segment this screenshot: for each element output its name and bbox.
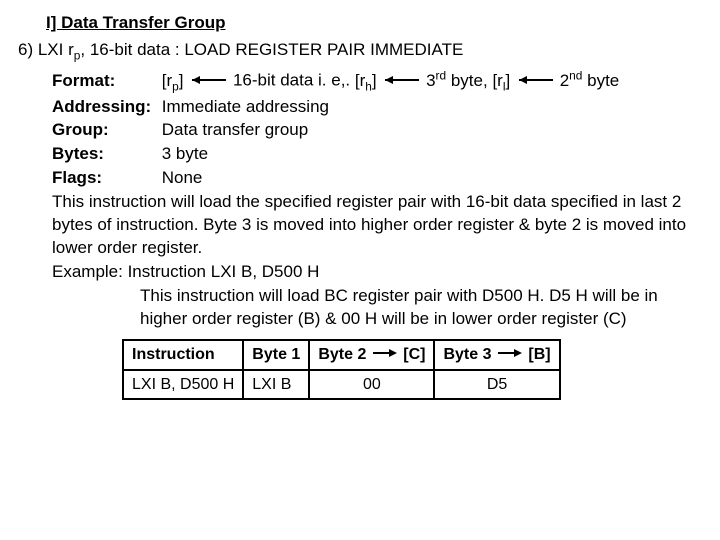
col-instruction: Instruction [123,340,243,370]
addressing-value: Immediate addressing [162,97,329,116]
seg5b: ] [505,71,510,90]
seg5a: [r [492,71,502,90]
seg1sub: p [172,79,179,93]
bytes-value: 3 byte [162,144,208,163]
example-lead: Example: Instruction LXI B, D500 H [52,261,702,284]
seg4a: 3 [426,71,435,90]
seg4sup: rd [436,68,447,82]
section-heading: I] Data Transfer Group [46,12,702,35]
addressing-label: Addressing: [52,96,157,119]
flags-row: Flags: None [52,167,702,190]
arrow-left-icon [381,70,421,93]
format-seg1: [rp] [162,71,184,90]
cell-byte2: 00 [309,370,434,400]
seg4b: byte, [446,71,492,90]
format-seg2: 16-bit data i. e,. [233,71,355,90]
table-row: LXI B, D500 H LXI B 00 D5 [123,370,560,400]
format-row: Format: [rp] 16-bit data i. e,. [rh] 3rd… [52,67,702,94]
arrow-left-icon [515,70,555,93]
seg3b: ] [372,71,377,90]
seg3a: [r [355,71,365,90]
seg3sub: h [365,79,372,93]
format-seg3: [rh] [355,71,377,90]
bytes-label: Bytes: [52,143,157,166]
seg6a: 2 [560,71,569,90]
table-header-row: Instruction Byte 1 Byte 2 [C] Byte 3 [B] [123,340,560,370]
col-byte3-target: [B] [528,346,550,363]
col-byte1: Byte 1 [243,340,309,370]
description-block: Format: [rp] 16-bit data i. e,. [rh] 3rd… [52,67,702,400]
arrow-right-icon [371,344,399,366]
group-label: Group: [52,119,157,142]
instruction-title: 6) LXI rp, 16-bit data : LOAD REGISTER P… [18,39,702,63]
col-byte3: Byte 3 [B] [434,340,559,370]
cell-byte1: LXI B [243,370,309,400]
description-paragraph: This instruction will load the specified… [52,191,702,260]
col-byte2: Byte 2 [C] [309,340,434,370]
seg6sup: nd [569,68,582,82]
group-value: Data transfer group [162,120,308,139]
item-rest: , 16-bit data : LOAD REGISTER PAIR IMMED… [80,40,463,59]
example-body: This instruction will load BC register p… [140,285,702,331]
arrow-right-icon [496,344,524,366]
bytes-table: Instruction Byte 1 Byte 2 [C] Byte 3 [B]… [122,339,561,400]
col-byte3-label: Byte 3 [443,346,491,363]
seg1b: ] [179,71,184,90]
seg1a: [r [162,71,172,90]
flags-label: Flags: [52,167,157,190]
col-byte2-target: [C] [403,346,425,363]
item-prefix: 6) LXI r [18,40,74,59]
cell-instruction: LXI B, D500 H [123,370,243,400]
group-row: Group: Data transfer group [52,119,702,142]
arrow-left-icon [188,70,228,93]
format-seg5: [rl] [492,71,510,90]
bytes-row: Bytes: 3 byte [52,143,702,166]
cell-byte3: D5 [434,370,559,400]
seg6b: byte [582,71,619,90]
format-label: Format: [52,70,157,93]
flags-value: None [162,168,203,187]
format-seg6: 2nd byte [560,71,620,90]
col-byte2-label: Byte 2 [318,346,366,363]
addressing-row: Addressing: Immediate addressing [52,96,702,119]
format-seg4: 3rd byte, [426,71,492,90]
